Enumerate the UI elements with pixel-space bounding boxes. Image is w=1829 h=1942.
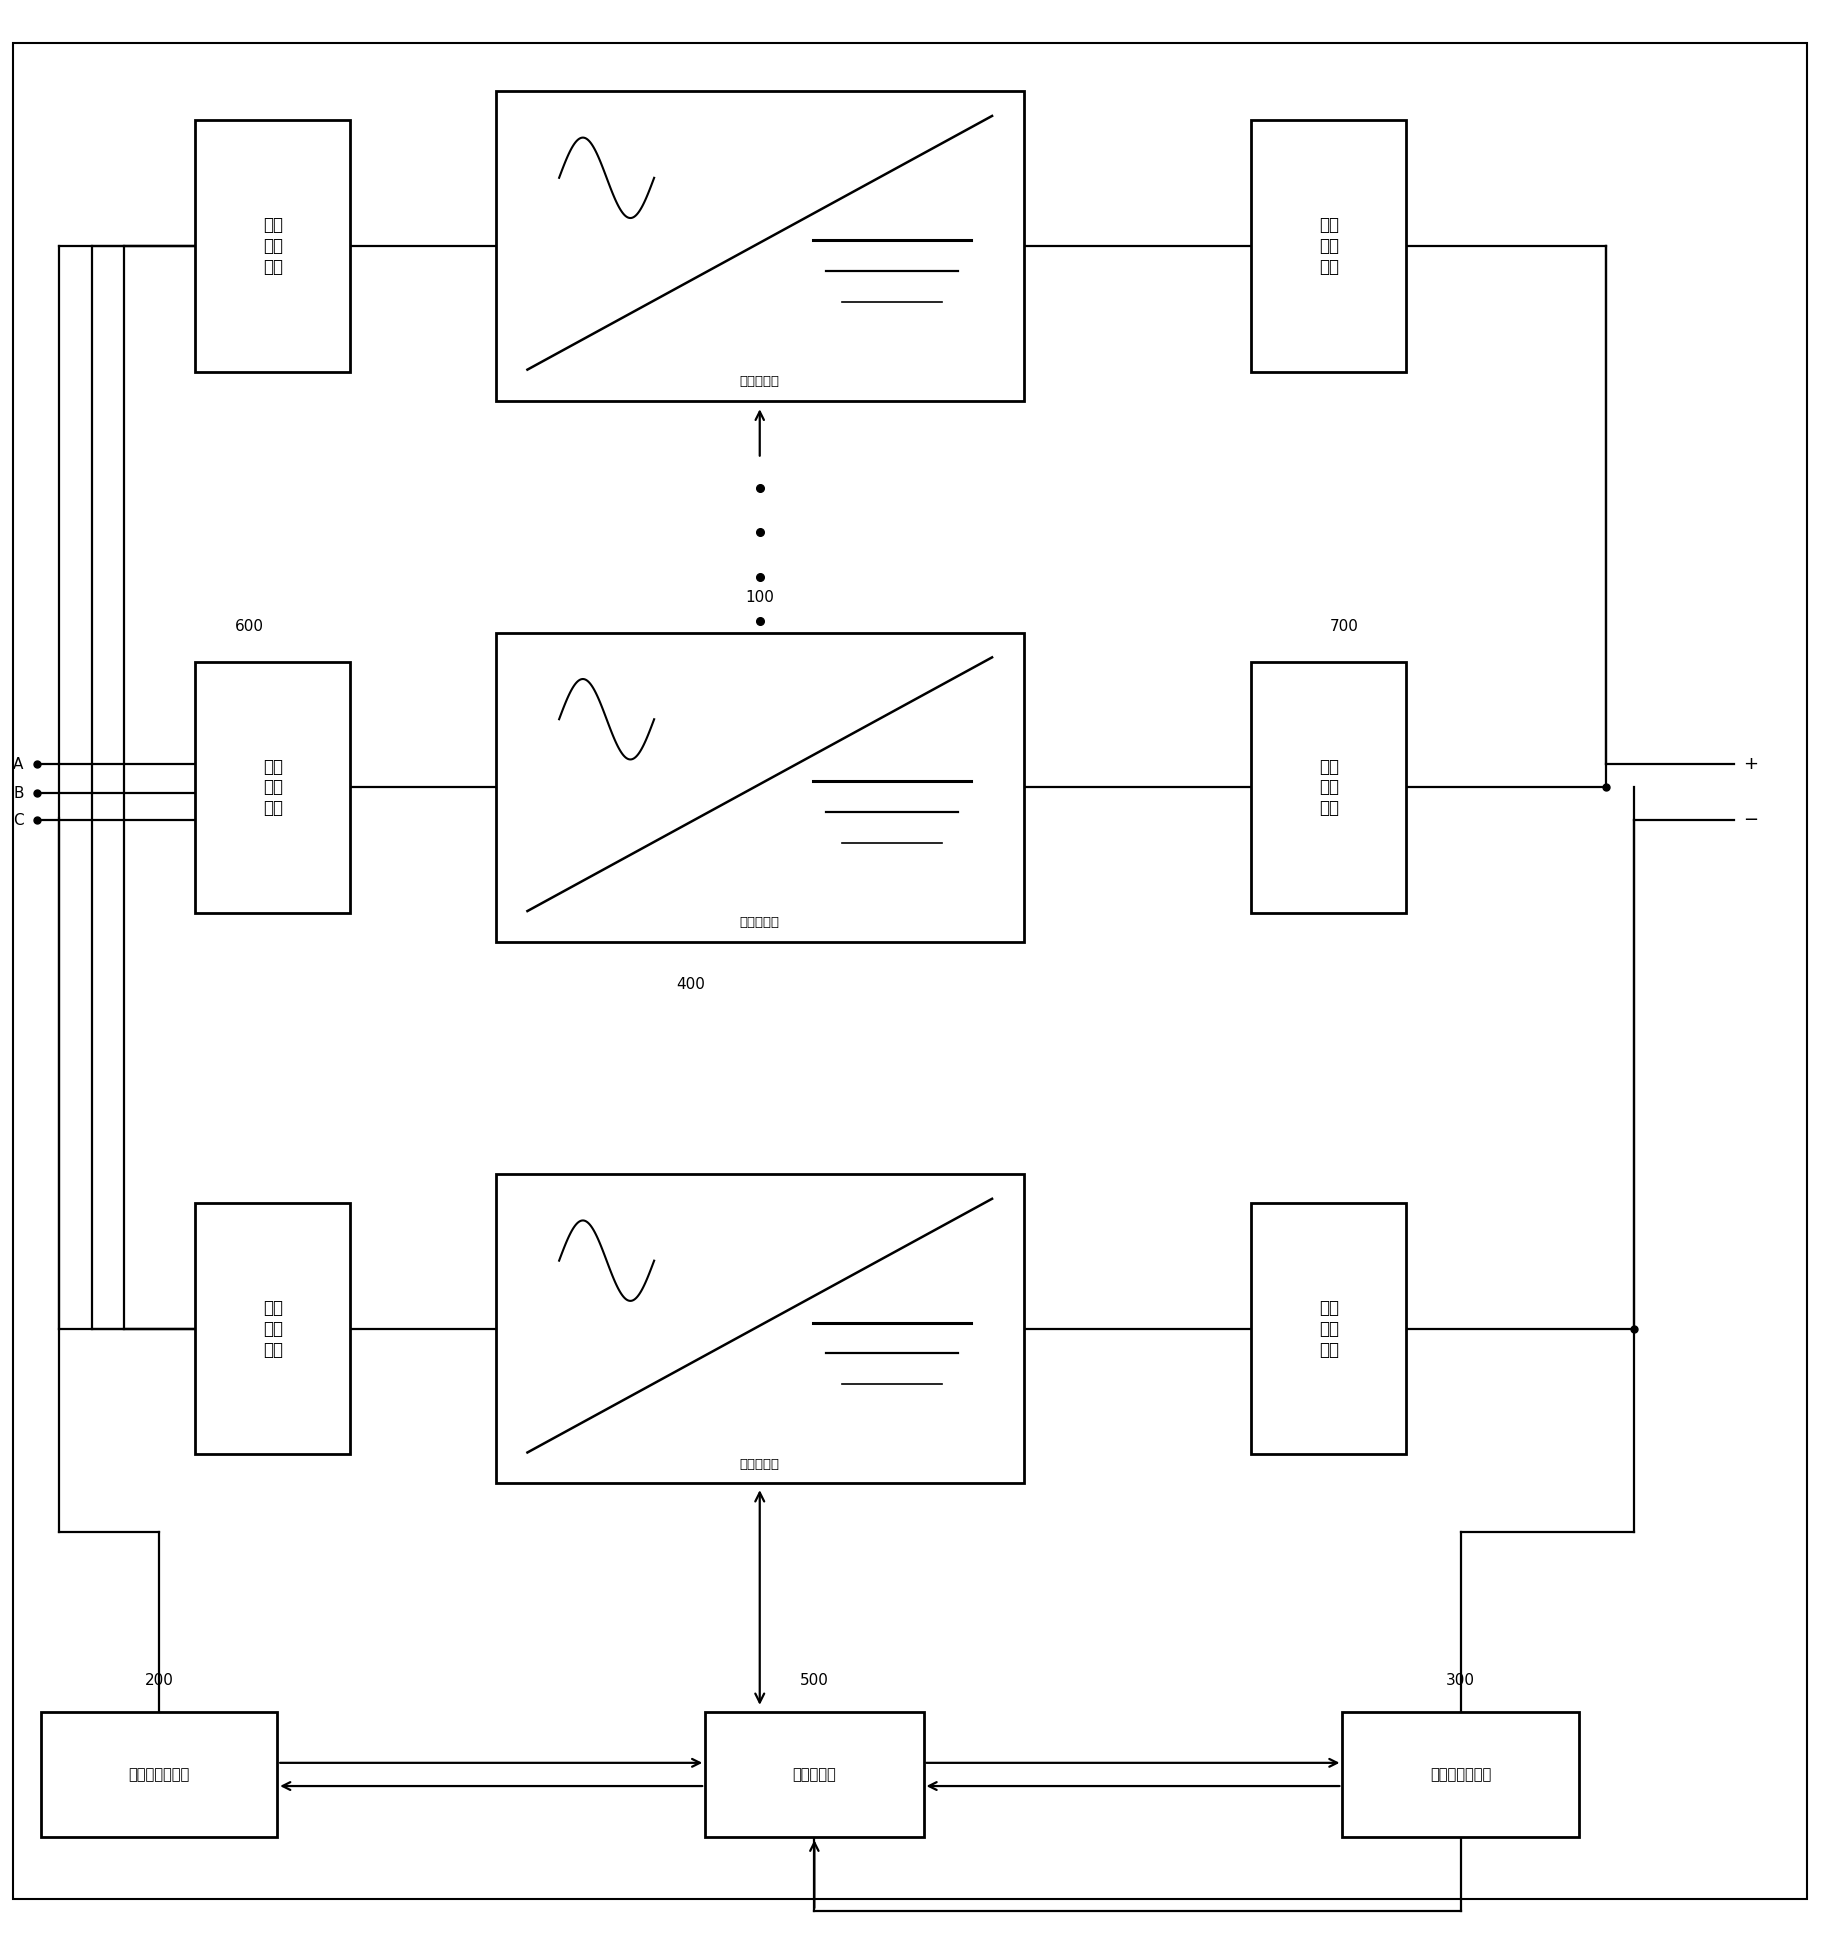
Bar [496, 91, 1024, 400]
Text: 交流
滤波
单元: 交流 滤波 单元 [263, 216, 283, 276]
Text: −: − [1743, 812, 1758, 829]
Bar [496, 633, 1024, 942]
Bar [1251, 120, 1407, 371]
Text: 直流
滤波
单元: 直流 滤波 单元 [1319, 757, 1339, 818]
Bar [196, 120, 349, 371]
Bar [196, 1202, 349, 1455]
Text: 400: 400 [677, 977, 706, 992]
Text: 500: 500 [799, 1674, 829, 1688]
Bar [40, 1711, 278, 1837]
Text: 交流
滤波
单元: 交流 滤波 单元 [263, 757, 283, 818]
Text: 内置控制器: 内置控制器 [739, 375, 779, 388]
Text: 700: 700 [1330, 619, 1359, 635]
Text: A: A [13, 757, 24, 771]
Text: C: C [13, 812, 24, 827]
Text: 交流个采样单元: 交流个采样单元 [128, 1767, 190, 1783]
Bar [496, 1175, 1024, 1484]
Text: 100: 100 [744, 590, 774, 606]
Bar [1251, 1202, 1407, 1455]
Bar [1342, 1711, 1578, 1837]
Text: 600: 600 [234, 619, 263, 635]
Text: 直流
滤波
单元: 直流 滤波 单元 [1319, 1299, 1339, 1359]
Text: 内置控制器: 内置控制器 [739, 917, 779, 928]
Bar [706, 1711, 924, 1837]
Text: 300: 300 [1447, 1674, 1476, 1688]
Text: 内置控制器: 内置控制器 [739, 1458, 779, 1470]
Text: 200: 200 [144, 1674, 174, 1688]
Bar [196, 662, 349, 913]
Text: B: B [13, 787, 24, 800]
Text: 直流个采样单元: 直流个采样单元 [1430, 1767, 1491, 1783]
Text: 直流
滤波
单元: 直流 滤波 单元 [1319, 216, 1339, 276]
Bar [1251, 662, 1407, 913]
Text: 交流
滤波
单元: 交流 滤波 单元 [263, 1299, 283, 1359]
Text: +: + [1743, 755, 1758, 773]
Text: 中央控制器: 中央控制器 [792, 1767, 836, 1783]
